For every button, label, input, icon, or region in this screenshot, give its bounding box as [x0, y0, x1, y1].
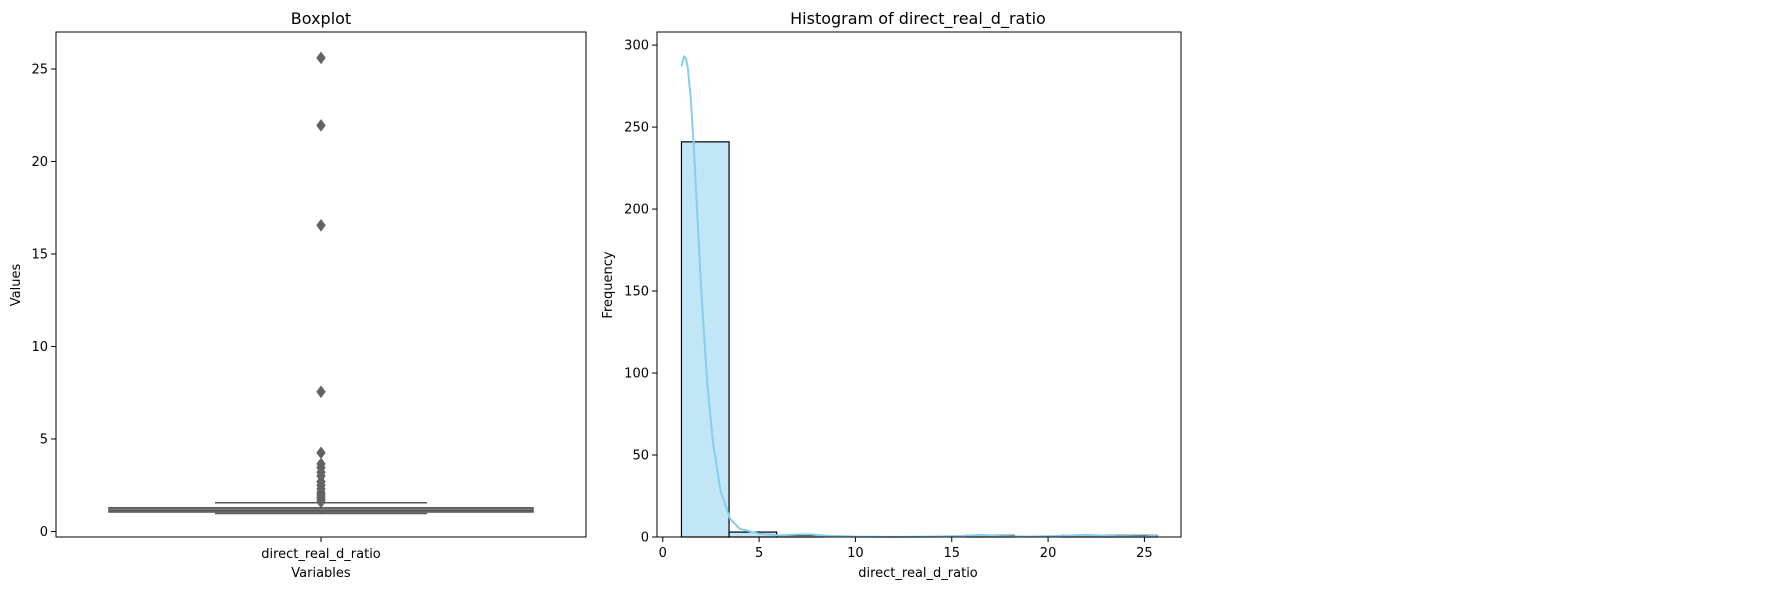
histogram-ylabel: Frequency — [601, 251, 616, 318]
boxplot-outlier-point — [316, 457, 326, 471]
histogram-x-tick-label: 10 — [847, 546, 864, 561]
boxplot-y-tick-label: 15 — [31, 247, 48, 262]
boxplot-outlier-point — [316, 51, 326, 65]
boxplot-plot-frame — [55, 31, 587, 538]
histogram-chart: Histogram of direct_real_d_ratio Frequen… — [601, 9, 1182, 581]
boxplot-y-ticks: 0 5 10 15 20 25 — [31, 62, 322, 542]
histogram-xlabel: direct_real_d_ratio — [858, 566, 978, 581]
histogram-x-tick-label: 25 — [1136, 546, 1153, 561]
boxplot-outlier-point — [316, 446, 326, 460]
histogram-y-tick-label: 300 — [624, 39, 649, 54]
histogram-kde-line — [680, 54, 1157, 538]
boxplot-title: Boxplot — [291, 9, 351, 28]
boxplot-y-tick-label: 0 — [40, 525, 48, 540]
histogram-y-tick-label: 250 — [624, 121, 649, 136]
histogram-y-tick-label: 50 — [632, 449, 649, 464]
boxplot-xlabel: Variables — [291, 566, 351, 581]
boxplot-y-tick-label: 25 — [31, 62, 48, 77]
boxplot-y-tick-label: 20 — [31, 155, 48, 170]
histogram-x-tick-label: 15 — [943, 546, 960, 561]
histogram-bars — [680, 141, 1158, 538]
boxplot-ylabel: Values — [9, 264, 24, 307]
histogram-x-tick-label: 5 — [755, 546, 763, 561]
boxplot-y-tick-label: 5 — [40, 432, 48, 447]
boxplot-outlier-point — [316, 385, 326, 399]
boxplot-y-tick-label: 10 — [31, 340, 48, 355]
histogram-x-tick-label: 0 — [659, 546, 667, 561]
histogram-y-tick-label: 200 — [624, 203, 649, 218]
histogram-y-tick-label: 150 — [624, 285, 649, 300]
boxplot-outliers — [316, 51, 326, 509]
histogram-y-tick-label: 0 — [641, 531, 649, 546]
histogram-plot-frame — [656, 31, 1182, 538]
histogram-y-ticks: 0 50 100 150 200 250 300 — [624, 39, 657, 546]
boxplot-category-label: direct_real_d_ratio — [261, 547, 381, 562]
histogram-title: Histogram of direct_real_d_ratio — [790, 9, 1046, 29]
boxplot-outlier-point — [316, 119, 326, 132]
histogram-x-tick-label: 20 — [1040, 546, 1057, 561]
histogram-y-tick-label: 100 — [624, 367, 649, 382]
histogram-x-ticks: 0 5 10 15 20 25 — [659, 537, 1153, 561]
boxplot-chart: Boxplot Values Variables direct_real_d_r… — [9, 9, 587, 581]
boxplot-outlier-point — [316, 218, 326, 232]
